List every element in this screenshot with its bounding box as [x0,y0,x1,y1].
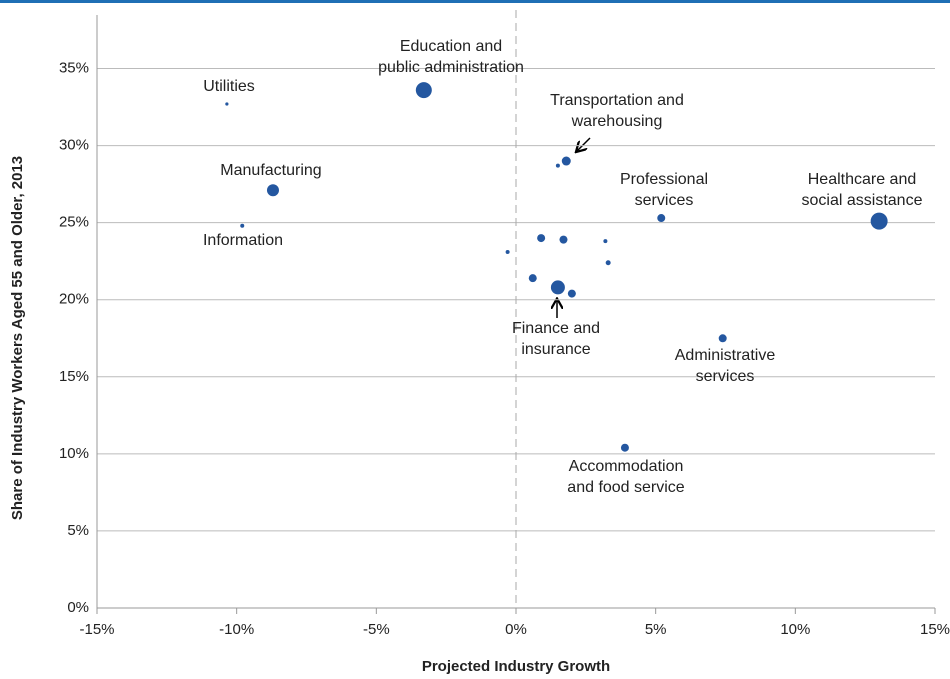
point-label: and food service [567,479,685,496]
point-label: Accommodation [569,458,684,475]
bubble [528,274,537,283]
point-label: Finance and [512,320,600,337]
point-label: Information [203,232,283,249]
x-tick-label: -15% [79,621,114,638]
point-label: Professional [620,171,708,188]
point-label: Transportation and [550,92,684,109]
point-label: warehousing [571,113,663,130]
point-label: social assistance [802,192,923,209]
bubble [603,239,608,244]
y-tick-label: 5% [67,522,89,539]
point-label: Manufacturing [220,162,321,179]
arrow [577,137,591,151]
bubble [240,223,245,228]
point-label: insurance [521,341,590,358]
x-tick-label: 5% [645,621,667,638]
bubble [550,280,565,295]
bubble [620,443,629,452]
x-tick-label: 15% [920,621,950,638]
point-label: Healthcare and [808,171,917,188]
bubble [555,163,560,168]
bubble [605,260,611,266]
bubble [657,214,666,223]
bubble [415,82,432,99]
y-tick-label: 25% [59,214,89,231]
point-label: Administrative [675,347,776,364]
point-label: services [696,368,755,385]
bubble [870,212,888,230]
top-rule [0,0,950,3]
y-tick-label: 0% [67,599,89,616]
x-tick-label: 0% [505,621,527,638]
x-tick-label: 10% [780,621,810,638]
point-label: Utilities [203,78,255,95]
bubble [266,184,279,197]
y-tick-label: 15% [59,368,89,385]
y-tick-label: 35% [59,60,89,77]
x-axis-title: Projected Industry Growth [422,658,610,675]
y-axis-title: Share of Industry Workers Aged 55 and Ol… [9,156,26,520]
bubble [537,234,546,243]
x-tick-label: -5% [363,621,390,638]
x-tick-label: -10% [219,621,254,638]
bubble [567,289,576,298]
point-label: public administration [378,59,524,76]
point-label: services [635,192,694,209]
y-tick-label: 30% [59,137,89,154]
bubble [718,334,727,343]
bubble [559,235,568,244]
bubble [505,249,510,254]
y-tick-label: 20% [59,291,89,308]
bubble [561,156,571,166]
bubble [225,102,229,106]
point-label: Education and [400,38,502,55]
y-tick-label: 10% [59,445,89,462]
